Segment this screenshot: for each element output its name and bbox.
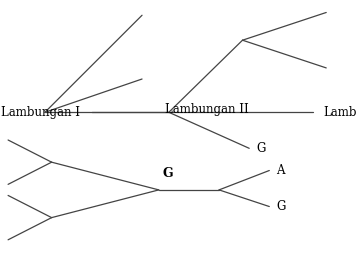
Text: Lamb: Lamb <box>323 106 356 119</box>
Text: G: G <box>276 200 285 213</box>
Text: G: G <box>256 142 265 155</box>
Text: G: G <box>162 167 173 180</box>
Text: A: A <box>276 164 284 177</box>
Text: Lambungan I: Lambungan I <box>1 106 80 119</box>
Text: Lambungan II: Lambungan II <box>166 103 249 116</box>
